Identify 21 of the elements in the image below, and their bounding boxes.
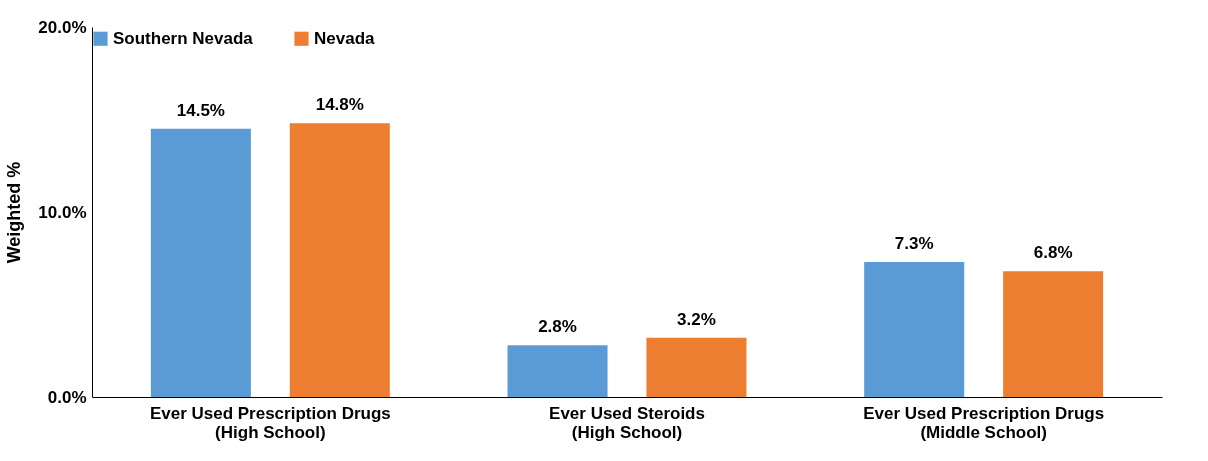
data-label: 2.8%	[538, 317, 577, 337]
bar	[864, 261, 965, 397]
y-tick-label: 10.0%	[38, 202, 87, 222]
x-tick-label: Ever Used Prescription Drugs (High School)	[149, 403, 391, 442]
x-tick-label: Ever Used Steroids (High School)	[549, 403, 705, 442]
data-label: 7.3%	[894, 233, 934, 253]
bar	[150, 128, 251, 397]
bar	[1003, 271, 1104, 397]
x-tick-label: Ever Used Prescription Drugs (Middle School)	[863, 403, 1105, 442]
data-label: 14.5%	[176, 100, 225, 120]
data-label: 6.8%	[1033, 243, 1073, 263]
data-label: 14.8%	[315, 95, 364, 115]
bar	[289, 123, 390, 397]
legend-label: Southern Nevada	[113, 28, 254, 48]
legend-label: Nevada	[314, 28, 376, 48]
data-label: 3.2%	[677, 309, 716, 329]
y-axis-title: Weighted %	[4, 161, 25, 264]
y-tick-label: 20.0%	[38, 17, 87, 37]
y-tick-label: 0.0%	[47, 387, 87, 407]
bar	[507, 345, 608, 397]
bar	[646, 337, 747, 397]
